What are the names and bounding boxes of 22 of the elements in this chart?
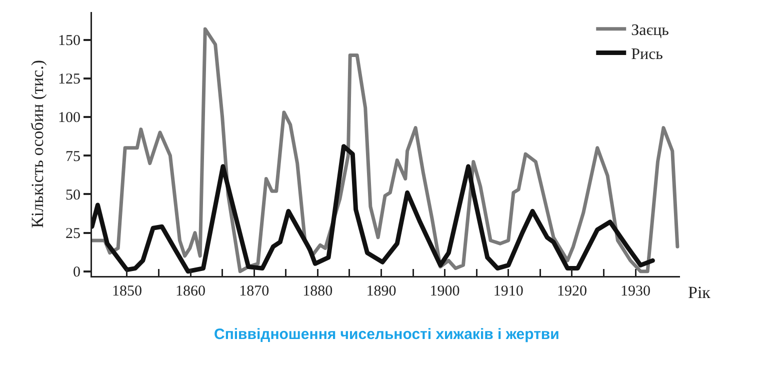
legend-label: Заєць [631,22,669,40]
y-tick-label: 100 [58,110,80,126]
x-tick-label: 1910 [493,284,524,300]
y-tick-label: 75 [66,148,80,165]
text: Співвідношення чисельності хижаків і жертви [214,326,560,343]
y-tick-label: 25 [66,226,80,242]
legend-label: Рись [631,46,663,63]
line-series [92,144,655,274]
x-tick-label: 1890 [366,284,396,300]
x-tick-label: 1870 [239,284,270,300]
y-axis-title: Кількість особин (тис.) [28,60,47,228]
y-tick-label: 150 [58,33,80,50]
x-tick-label: 1930 [620,284,650,300]
y-tick-label: 50 [66,187,80,204]
x-axis-title: Рік [688,283,712,302]
x-tick-label: 1850 [112,284,142,300]
y-tick-label: 125 [58,72,80,88]
y-tick-label: 0 [73,264,80,281]
x-tick-label: 1880 [302,284,333,300]
x-tick-label: 1900 [430,284,460,300]
x-tick-label: 1920 [556,284,587,300]
x-tick-label: 1860 [176,284,206,300]
